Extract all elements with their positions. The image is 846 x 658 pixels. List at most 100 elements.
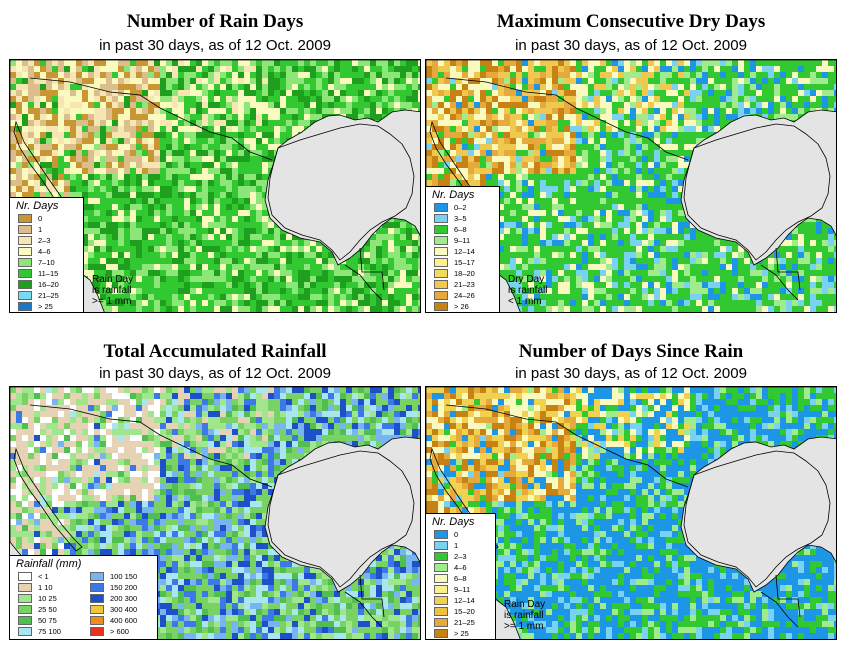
legend-swatch	[18, 225, 32, 234]
legend-swatch	[434, 574, 448, 583]
legend-label: 11–15	[38, 269, 59, 278]
legend-swatch	[434, 258, 448, 267]
legend-swatch	[18, 302, 32, 311]
legend-item: 1	[426, 540, 495, 551]
legend-swatch	[18, 269, 32, 278]
panel-title: Total Accumulated Rainfall	[103, 341, 327, 362]
legend-swatch	[434, 552, 448, 561]
legend-swatch	[434, 607, 448, 616]
legend-item: 7–10	[10, 257, 83, 268]
legend-item: 4–6	[10, 246, 83, 257]
country-border	[29, 404, 385, 628]
legend-title: Rainfall (mm)	[16, 558, 82, 570]
legend-swatch	[18, 247, 32, 256]
legend-swatch	[18, 594, 32, 603]
map-dry-days: Nr. Days 0–2 3–5 6–8 9–11 12–14 15–17 18–20 21–…	[425, 59, 837, 313]
country-border	[445, 404, 801, 628]
map-canvas	[10, 60, 420, 312]
panel-title: Number of Days Since Rain	[518, 341, 744, 362]
note-line: < 1 mm	[508, 296, 542, 307]
legend-item: 0	[10, 213, 83, 224]
legend-label: 15–17	[454, 258, 475, 267]
legend-swatch	[18, 627, 32, 636]
legend-label: > 600	[110, 627, 129, 636]
legend-swatch	[90, 594, 104, 603]
legend-swatch	[18, 280, 32, 289]
legend-label: 10 25	[38, 594, 57, 603]
legend-label: 4–6	[38, 247, 51, 256]
legend-label: > 25	[38, 302, 53, 311]
panel-title: Maximum Consecutive Dry Days	[496, 11, 766, 32]
legend-item: > 26	[426, 301, 499, 312]
legend-rows: 0–2 3–5 6–8 9–11 12–14 15–17 18–20 21–23 24–26 > …	[426, 202, 499, 312]
legend-title: Nr. Days	[16, 200, 59, 212]
country-border	[445, 77, 801, 301]
legend-rows: 0 1 2–3 4–6 6–8 9–11 12–14 15–20 21–25 > 25	[426, 529, 495, 639]
legend-swatch	[434, 291, 448, 300]
legend-swatch	[434, 269, 448, 278]
legend-item: 0	[426, 529, 495, 540]
map-note: Rain Day is rainfall >= 1 mm	[92, 274, 133, 307]
map-accumulated-rainfall: Rainfall (mm) < 1 1 10 10 25 25 50 50 75 75 1…	[9, 386, 421, 640]
legend-swatch	[434, 203, 448, 212]
legend-label: 50 75	[38, 616, 57, 625]
legend-label: 6–8	[454, 574, 467, 583]
legend-item: > 25	[10, 301, 83, 312]
legend-label: 9–11	[454, 585, 471, 594]
legend-swatch	[90, 627, 104, 636]
legend-label: 21–25	[454, 618, 475, 627]
legend-label: 0–2	[454, 203, 467, 212]
legend-swatch	[434, 225, 448, 234]
note-line: Rain Day	[92, 274, 134, 285]
legend-item: 400 600	[82, 615, 154, 626]
note-line: Dry Day	[508, 274, 545, 285]
legend-item: 75 100	[10, 626, 82, 637]
note-line: >= 1 mm	[92, 296, 132, 307]
legend-swatch	[434, 530, 448, 539]
legend: Nr. Days 0 1 2–3 4–6 7–10 11–15 16–20 21–25 > 25	[10, 197, 84, 312]
legend-item: 10 25	[10, 593, 82, 604]
legend-label: < 1	[38, 572, 49, 581]
legend-swatch	[434, 629, 448, 638]
panel-subtitle: in past 30 days, as of 12 Oct. 2009	[99, 37, 331, 54]
legend-item: 12–14	[426, 595, 495, 606]
legend-label: 6–8	[454, 225, 467, 234]
legend-item: 6–8	[426, 224, 499, 235]
legend-item: 11–15	[10, 268, 83, 279]
legend-label: 2–3	[38, 236, 51, 245]
legend-swatch	[90, 572, 104, 581]
map-days-since-rain: Nr. Days 0 1 2–3 4–6 6–8 9–11 12–14 15–20 21–25 >…	[425, 386, 837, 640]
legend-title: Nr. Days	[432, 189, 475, 201]
panel-subtitle: in past 30 days, as of 12 Oct. 2009	[515, 37, 747, 54]
gulf-of-mexico	[683, 123, 831, 261]
gulf-of-mexico	[267, 123, 415, 261]
legend-title: Nr. Days	[432, 516, 475, 528]
legend: Rainfall (mm) < 1 1 10 10 25 25 50 50 75 75 1…	[10, 555, 158, 639]
legend-swatch	[18, 214, 32, 223]
note-line: is rainfall	[504, 610, 544, 621]
legend-label: 24–26	[454, 291, 475, 300]
legend-label: 0	[38, 214, 43, 223]
legend-label: > 25	[454, 629, 469, 638]
legend-label: 7–10	[38, 258, 55, 267]
country-border	[29, 77, 385, 301]
legend-swatch	[18, 605, 32, 614]
legend-item: 24–26	[426, 290, 499, 301]
legend-item: 9–11	[426, 584, 495, 595]
legend-swatch	[18, 583, 32, 592]
legend-label: 12–14	[454, 596, 475, 605]
legend-item: 2–3	[426, 551, 495, 562]
legend-label: 75 100	[38, 627, 61, 636]
legend-label: 150 200	[110, 583, 138, 592]
legend-swatch	[18, 258, 32, 267]
legend-label: 4–6	[454, 563, 467, 572]
legend-item: 12–14	[426, 246, 499, 257]
legend-item: 1	[10, 224, 83, 235]
legend-swatch	[434, 618, 448, 627]
legend-label: 2–3	[454, 552, 467, 561]
note-line: is rainfall	[92, 285, 132, 296]
map-rain-days: Nr. Days 0 1 2–3 4–6 7–10 11–15 16–20 21–25 > 25…	[9, 59, 421, 313]
legend-swatch	[18, 236, 32, 245]
legend-swatch	[90, 616, 104, 625]
legend-swatch	[434, 302, 448, 311]
